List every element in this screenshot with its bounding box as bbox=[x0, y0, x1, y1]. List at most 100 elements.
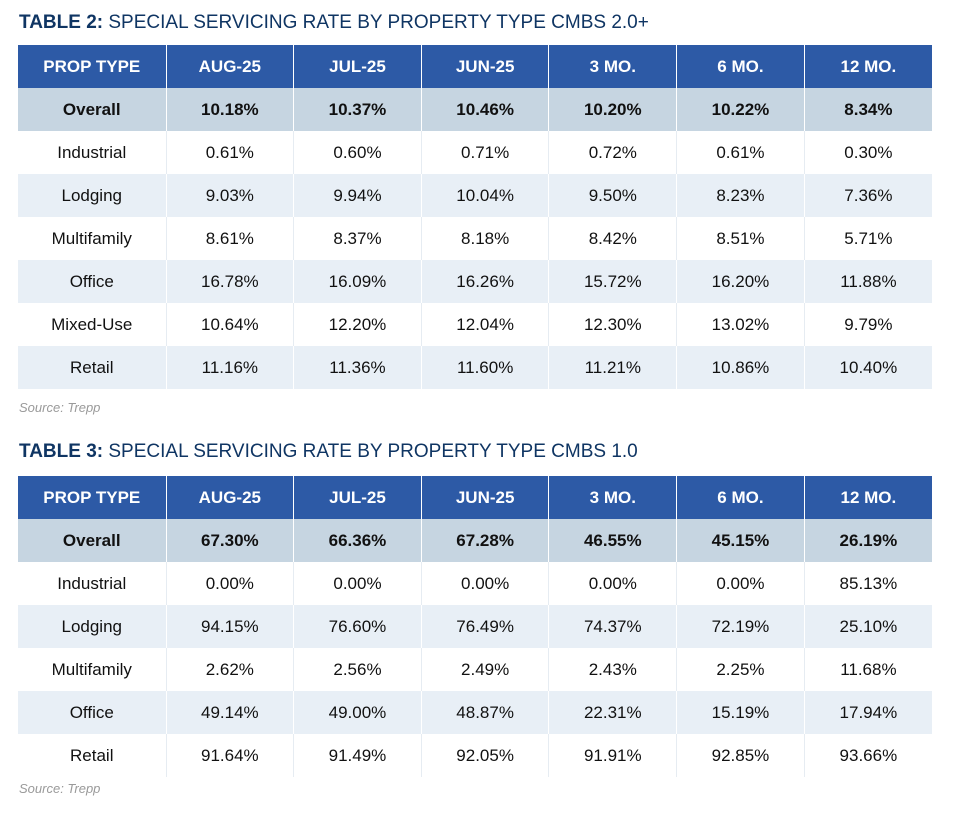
table-cell: 76.60% bbox=[293, 605, 422, 648]
table-cell: 8.18% bbox=[420, 217, 549, 260]
table-cell: 0.60% bbox=[293, 131, 422, 174]
data-table: PROP TYPE AUG-25 JUL-25 JUN-25 3 MO. 6 MO. 12 … bbox=[18, 45, 932, 389]
table-cell: 0.00% bbox=[293, 562, 422, 605]
table-cell: 16.09% bbox=[293, 260, 422, 303]
table-cell: 2.56% bbox=[293, 648, 422, 691]
header-row: PROP TYPE AUG-25 JUL-25 JUN-25 3 MO. 6 MO. 12 … bbox=[18, 476, 932, 519]
table-cell: 48.87% bbox=[420, 691, 549, 734]
table-cell: 9.50% bbox=[548, 174, 677, 217]
table-cell: 72.19% bbox=[676, 605, 805, 648]
table-cell: 17.94% bbox=[803, 691, 932, 734]
table-cell: 11.36% bbox=[293, 346, 422, 389]
row-label: Multifamily bbox=[18, 648, 166, 691]
row-label: Office bbox=[18, 260, 166, 303]
table-row: Overall 10.18% 10.37% 10.46% 10.20% 10.22% 8.3… bbox=[18, 88, 932, 131]
table-cell: 0.61% bbox=[165, 131, 294, 174]
table-cell: 10.86% bbox=[676, 346, 805, 389]
table-row: Multifamily 8.61% 8.37% 8.18% 8.42% 8.51% 5.71… bbox=[18, 217, 932, 260]
table-title-text: SPECIAL SERVICING RATE BY PROPERTY TYPE … bbox=[103, 12, 649, 33]
table-cell: 67.28% bbox=[420, 519, 549, 562]
table-cell: 0.72% bbox=[548, 131, 677, 174]
table-cell: 15.19% bbox=[676, 691, 805, 734]
table-row: Mixed-Use 10.64% 12.20% 12.04% 12.30% 13.02% 9… bbox=[18, 303, 932, 346]
table-row: Retail 91.64% 91.49% 92.05% 91.91% 92.85% 93.6… bbox=[18, 734, 932, 777]
table-cell: 16.20% bbox=[676, 260, 805, 303]
table-cell: 0.00% bbox=[676, 562, 805, 605]
table-cell: 25.10% bbox=[803, 605, 932, 648]
column-header: JUN-25 bbox=[420, 45, 549, 88]
table-cell: 16.78% bbox=[165, 260, 294, 303]
column-header: 6 MO. bbox=[676, 45, 805, 88]
table-cell: 5.71% bbox=[803, 217, 932, 260]
table-cell: 8.34% bbox=[803, 88, 932, 131]
table-title: TABLE 2: SPECIAL SERVICING RATE BY PROPE… bbox=[19, 12, 649, 34]
table-cell: 10.20% bbox=[548, 88, 677, 131]
table-cell: 8.51% bbox=[676, 217, 805, 260]
table-cell: 8.42% bbox=[548, 217, 677, 260]
table-cell: 46.55% bbox=[548, 519, 677, 562]
column-header: JUN-25 bbox=[420, 476, 549, 519]
row-label: Retail bbox=[18, 346, 166, 389]
table-label: TABLE 3: bbox=[19, 441, 104, 462]
table-cell: 10.64% bbox=[165, 303, 294, 346]
table-cell: 12.20% bbox=[293, 303, 422, 346]
table-cell: 7.36% bbox=[803, 174, 932, 217]
table-row: Lodging 94.15% 76.60% 76.49% 74.37% 72.19% 25.… bbox=[18, 605, 932, 648]
table-cell: 12.04% bbox=[420, 303, 549, 346]
table-cell: 26.19% bbox=[803, 519, 932, 562]
column-header: 12 MO. bbox=[803, 45, 932, 88]
table-cell: 10.22% bbox=[676, 88, 805, 131]
table-cell: 49.14% bbox=[165, 691, 294, 734]
table-row: Industrial 0.00% 0.00% 0.00% 0.00% 0.00% 85.13… bbox=[18, 562, 932, 605]
header-row: PROP TYPE AUG-25 JUL-25 JUN-25 3 MO. 6 MO. 12 … bbox=[18, 45, 932, 88]
table-cell: 2.62% bbox=[165, 648, 294, 691]
table-cell: 91.49% bbox=[293, 734, 422, 777]
table-cell: 0.00% bbox=[165, 562, 294, 605]
table-cell: 93.66% bbox=[803, 734, 932, 777]
table-cell: 11.88% bbox=[803, 260, 932, 303]
table-cell: 0.00% bbox=[420, 562, 549, 605]
table-cell: 9.03% bbox=[165, 174, 294, 217]
table-cell: 94.15% bbox=[165, 605, 294, 648]
row-label: Overall bbox=[18, 88, 166, 131]
column-header: AUG-25 bbox=[165, 45, 294, 88]
table-cell: 91.91% bbox=[548, 734, 677, 777]
table-cell: 8.37% bbox=[293, 217, 422, 260]
table-cell: 10.40% bbox=[803, 346, 932, 389]
table-cell: 15.72% bbox=[548, 260, 677, 303]
table-row: Office 49.14% 49.00% 48.87% 22.31% 15.19% 17.9… bbox=[18, 691, 932, 734]
table-cell: 16.26% bbox=[420, 260, 549, 303]
row-label: Lodging bbox=[18, 174, 166, 217]
table-cell: 9.79% bbox=[803, 303, 932, 346]
table-label: TABLE 2: bbox=[19, 12, 104, 33]
table-cell: 92.05% bbox=[420, 734, 549, 777]
column-header: JUL-25 bbox=[293, 45, 422, 88]
table-cell: 11.16% bbox=[165, 346, 294, 389]
table-cell: 10.04% bbox=[420, 174, 549, 217]
column-header: 3 MO. bbox=[548, 45, 677, 88]
table-row: Office 16.78% 16.09% 16.26% 15.72% 16.20% 11.8… bbox=[18, 260, 932, 303]
table-title: TABLE 3: SPECIAL SERVICING RATE BY PROPE… bbox=[19, 441, 638, 463]
table-cell: 2.43% bbox=[548, 648, 677, 691]
table-cell: 91.64% bbox=[165, 734, 294, 777]
table-cell: 10.18% bbox=[165, 88, 294, 131]
column-header: AUG-25 bbox=[165, 476, 294, 519]
table-cell: 2.49% bbox=[420, 648, 549, 691]
row-label: Retail bbox=[18, 734, 166, 777]
table-row: Multifamily 2.62% 2.56% 2.49% 2.43% 2.25% 11.6… bbox=[18, 648, 932, 691]
row-label: Overall bbox=[18, 519, 166, 562]
table-cell: 9.94% bbox=[293, 174, 422, 217]
table-row: Retail 11.16% 11.36% 11.60% 11.21% 10.86% 10.4… bbox=[18, 346, 932, 389]
table-cell: 49.00% bbox=[293, 691, 422, 734]
table-cell: 74.37% bbox=[548, 605, 677, 648]
table-cell: 67.30% bbox=[165, 519, 294, 562]
table-cell: 11.68% bbox=[803, 648, 932, 691]
row-label: Industrial bbox=[18, 562, 166, 605]
table-cell: 10.46% bbox=[420, 88, 549, 131]
table-cell: 11.21% bbox=[548, 346, 677, 389]
row-label: Industrial bbox=[18, 131, 166, 174]
table-cell: 13.02% bbox=[676, 303, 805, 346]
table-cell: 0.30% bbox=[803, 131, 932, 174]
table-cell: 66.36% bbox=[293, 519, 422, 562]
row-label: Mixed-Use bbox=[18, 303, 166, 346]
